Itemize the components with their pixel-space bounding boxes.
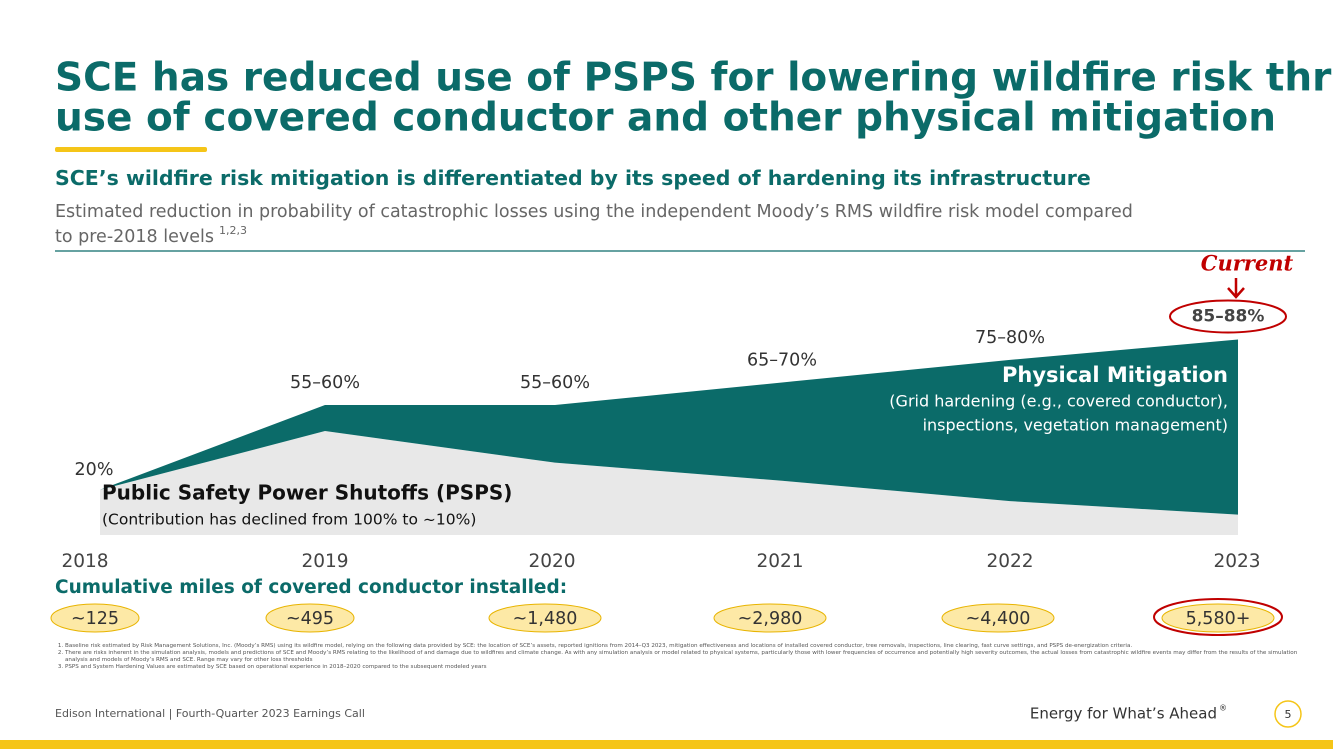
miles-bubble	[50, 603, 140, 633]
value-label: 75–80%	[975, 328, 1045, 348]
current-highlight	[1169, 299, 1287, 334]
value-label: 55–60%	[520, 373, 590, 393]
bottom-bar	[0, 740, 1333, 749]
description: Estimated reduction in probability of ca…	[55, 202, 1133, 222]
title-underline	[55, 147, 207, 152]
footer-left: Edison International | Fourth-Quarter 20…	[55, 707, 365, 720]
miles-bubble	[488, 603, 602, 633]
miles-label: 5,580+	[1186, 609, 1251, 629]
x-tick-label: 2018	[61, 551, 108, 572]
miles-bubble	[265, 603, 355, 633]
mitigation-area	[100, 339, 1238, 515]
miles-title: Cumulative miles of covered conductor in…	[55, 577, 567, 598]
x-tick-label: 2020	[528, 551, 575, 572]
description: to pre-2018 levels 1,2,3	[55, 224, 247, 247]
value-label: 55–60%	[290, 373, 360, 393]
x-tick-label: 2022	[986, 551, 1033, 572]
value-label: 65–70%	[747, 350, 817, 370]
series-name: Public Safety Power Shutoffs (PSPS)	[102, 481, 512, 505]
subtitle: SCE’s wildfire risk mitigation is differ…	[55, 166, 1091, 190]
miles-bubble	[941, 603, 1055, 633]
series-description: inspections, vegetation management)	[923, 416, 1228, 435]
psps-area	[100, 431, 1238, 535]
miles-label: ~2,980	[738, 609, 803, 629]
description-text: to pre-2018 levels	[55, 227, 214, 247]
series-description: (Grid hardening (e.g., covered conductor…	[889, 392, 1228, 411]
miles-bubble	[1161, 603, 1275, 633]
footnote: PSPS and System Hardening Values are est…	[65, 664, 1315, 671]
footnotes: Baseline risk estimated by Risk Manageme…	[55, 643, 1315, 671]
miles-bubble	[713, 603, 827, 633]
value-label: 85–88%	[1192, 307, 1265, 327]
tagline-mark: ®	[1219, 704, 1227, 713]
annotation-arrow	[1227, 278, 1245, 299]
page-badge	[1274, 700, 1302, 728]
annotation: Current	[1201, 251, 1294, 276]
current-highlight	[1153, 598, 1283, 636]
series-name: Physical Mitigation	[1002, 363, 1228, 387]
title-line: use of covered conductor and other physi…	[55, 96, 1276, 141]
tagline: Energy for What’s Ahead	[1030, 705, 1217, 723]
miles-label: ~1,480	[513, 609, 578, 629]
footnote: Baseline risk estimated by Risk Manageme…	[65, 643, 1315, 650]
chart: 20% 55–60% 55–60% 65–70% 75–80% 85–88% Physica…	[50, 251, 1294, 636]
x-tick-label: 2023	[1213, 551, 1260, 572]
miles-label: ~495	[286, 609, 334, 629]
series-description: (Contribution has declined from 100% to …	[102, 511, 476, 529]
page-number: 5	[1285, 708, 1292, 721]
miles-label: ~4,400	[966, 609, 1031, 629]
x-tick-label: 2021	[756, 551, 803, 572]
footnote: There are risks inherent in the simulati…	[65, 650, 1315, 664]
value-label: 20%	[75, 460, 114, 480]
x-tick-label: 2019	[301, 551, 348, 572]
miles-label: ~125	[71, 609, 119, 629]
title-line: SCE has reduced use of PSPS for lowering…	[55, 56, 1333, 101]
superscript: 1,2,3	[219, 224, 247, 237]
